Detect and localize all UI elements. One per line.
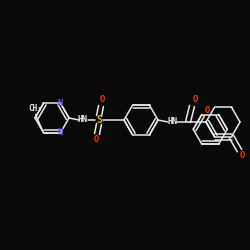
Text: O: O xyxy=(240,151,245,160)
Text: O: O xyxy=(205,106,210,115)
Text: O: O xyxy=(192,96,198,104)
Text: O: O xyxy=(93,136,99,144)
Text: S: S xyxy=(96,115,102,125)
Text: HN: HN xyxy=(78,116,88,124)
Text: N: N xyxy=(58,99,63,108)
Text: N: N xyxy=(58,128,63,137)
Text: CH₃: CH₃ xyxy=(28,104,42,113)
Text: O: O xyxy=(99,96,105,104)
Text: HN: HN xyxy=(167,118,177,126)
